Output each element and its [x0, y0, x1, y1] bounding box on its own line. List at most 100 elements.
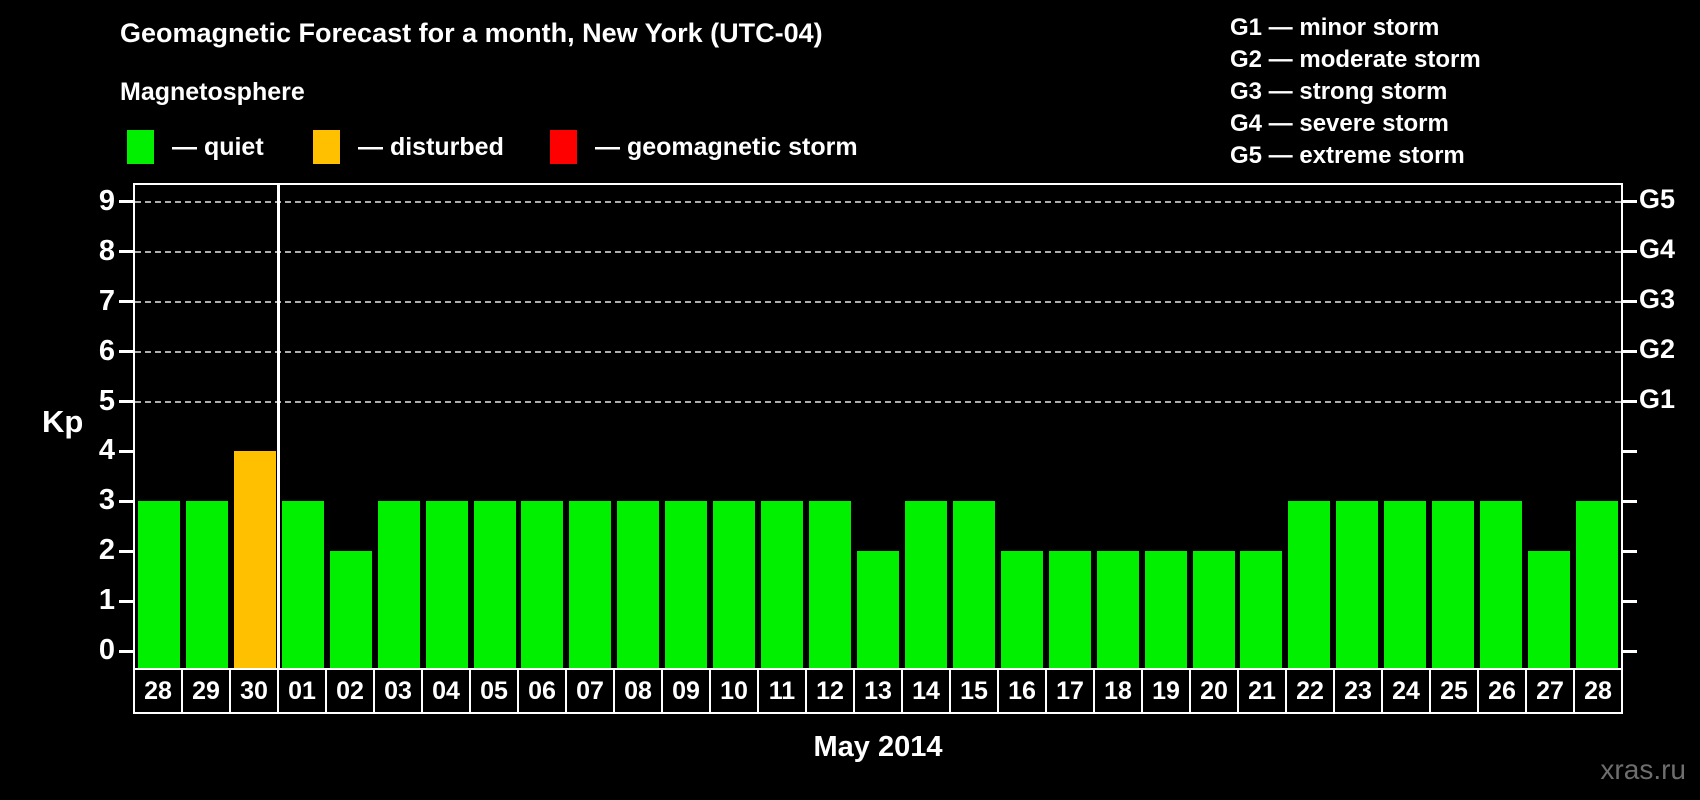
y-tick-right-9 — [1623, 200, 1637, 204]
y-tick-left-9 — [119, 200, 133, 204]
quiet-color-swatch — [127, 130, 154, 164]
y-tick-right-4 — [1623, 449, 1637, 453]
bar-day-27 — [1528, 551, 1571, 668]
bar-day-15 — [952, 501, 995, 668]
y-tick-right-6 — [1623, 350, 1637, 354]
day-label-17: 17 — [1047, 670, 1093, 712]
y-tick-left-7 — [119, 300, 133, 304]
bar-day-30 — [233, 451, 276, 668]
gridline-kp7 — [135, 300, 1621, 303]
day-label-11: 11 — [759, 670, 805, 712]
legend-item-disturbed: — disturbed — [313, 130, 504, 164]
bar-day-09 — [665, 501, 708, 668]
bar-day-20 — [1192, 551, 1235, 668]
bar-day-04 — [425, 501, 468, 668]
bar-day-18 — [1096, 551, 1139, 668]
gridline-kp6 — [135, 350, 1621, 353]
bar-day-01 — [281, 501, 324, 668]
legend-item-storm: — geomagnetic storm — [550, 130, 858, 164]
y-tick-left-0 — [119, 649, 133, 653]
y-tick-left-2 — [119, 549, 133, 553]
y-tick-left-3 — [119, 499, 133, 503]
storm-scale-line-g1: G1 — minor storm — [1230, 14, 1440, 41]
y-tick-label-7: 7 — [98, 284, 115, 317]
bar-day-13 — [857, 551, 899, 668]
y-tick-left-1 — [119, 599, 133, 603]
y-tick-right-5 — [1623, 400, 1637, 403]
day-label-18: 18 — [1095, 670, 1141, 712]
storm-scale-line-g4: G4 — severe storm — [1230, 110, 1449, 137]
day-label-01: 01 — [279, 670, 325, 712]
bar-day-28 — [137, 501, 180, 668]
right-axis-label-g5: G5 — [1639, 183, 1676, 214]
page-title: Geomagnetic Forecast for a month, New Yo… — [120, 18, 823, 48]
day-label-20: 20 — [1191, 670, 1237, 712]
y-tick-right-2 — [1623, 549, 1637, 553]
day-label-14: 14 — [903, 670, 949, 712]
day-label-05: 05 — [471, 670, 517, 712]
day-label-06: 06 — [519, 670, 565, 712]
disturbed-color-swatch — [313, 130, 340, 164]
gridline-kp5 — [135, 400, 1621, 403]
bar-day-12 — [809, 501, 852, 668]
y-tick-left-6 — [119, 350, 133, 354]
day-label-12: 12 — [807, 670, 853, 712]
day-label-09: 09 — [663, 670, 709, 712]
y-tick-label-6: 6 — [98, 334, 115, 367]
y-tick-label-5: 5 — [98, 384, 115, 417]
bar-day-02 — [329, 551, 372, 668]
bar-day-10 — [713, 501, 756, 668]
day-label-16: 16 — [999, 670, 1045, 712]
bar-day-05 — [473, 501, 516, 668]
bar-day-21 — [1240, 551, 1283, 668]
y-tick-left-5 — [119, 400, 133, 403]
right-axis-label-g1: G1 — [1639, 383, 1676, 414]
day-label-03: 03 — [375, 670, 421, 712]
y-tick-right-1 — [1623, 599, 1637, 603]
y-tick-label-4: 4 — [98, 434, 115, 467]
day-label-29: 29 — [183, 670, 229, 712]
bar-day-06 — [521, 501, 564, 668]
y-tick-left-8 — [119, 250, 133, 254]
magnetosphere-label: Magnetosphere — [120, 78, 305, 106]
day-label-21: 21 — [1239, 670, 1285, 712]
bar-day-07 — [569, 501, 612, 668]
gridline-kp9 — [135, 200, 1621, 203]
bar-day-26 — [1480, 501, 1523, 668]
y-tick-right-7 — [1623, 300, 1637, 304]
right-axis-label-g2: G2 — [1639, 333, 1676, 364]
plot-area: 0 1 2 3 4 5 6 7 8 9 G1 G2 G3 G4 G5 — [99, 183, 1675, 668]
day-label-23: 23 — [1335, 670, 1381, 712]
day-label-22: 22 — [1287, 670, 1333, 712]
right-axis-label-g3: G3 — [1639, 283, 1676, 314]
legend-item-quiet: — quiet — [127, 130, 264, 164]
x-axis-title: May 2014 — [813, 731, 943, 763]
y-tick-label-9: 9 — [98, 184, 115, 217]
day-label-08: 08 — [615, 670, 661, 712]
y-tick-label-8: 8 — [98, 234, 115, 267]
bar-day-03 — [377, 501, 420, 668]
day-label-28: 28 — [1575, 670, 1621, 712]
legend-quiet-label: — quiet — [172, 132, 264, 161]
day-label-27: 27 — [1527, 670, 1573, 712]
bar-day-16 — [1000, 551, 1043, 668]
y-tick-label-1: 1 — [98, 584, 115, 617]
day-label-13: 13 — [855, 670, 901, 712]
y-tick-label-3: 3 — [98, 484, 115, 517]
y-axis-title: Kp — [42, 404, 84, 439]
day-label-02: 02 — [327, 670, 373, 712]
right-axis-label-g4: G4 — [1639, 233, 1676, 264]
storm-scale-line-g2: G2 — moderate storm — [1230, 46, 1481, 73]
y-tick-right-3 — [1623, 499, 1637, 503]
day-label-19: 19 — [1143, 670, 1189, 712]
bar-day-17 — [1048, 551, 1091, 668]
day-label-10: 10 — [711, 670, 757, 712]
day-label-24: 24 — [1383, 670, 1429, 712]
month-separator-line — [277, 185, 281, 668]
bar-day-19 — [1144, 551, 1187, 668]
bar-day-23 — [1336, 501, 1379, 668]
storm-color-swatch — [550, 130, 577, 164]
bar-day-14 — [904, 501, 947, 668]
y-tick-right-8 — [1623, 250, 1637, 254]
